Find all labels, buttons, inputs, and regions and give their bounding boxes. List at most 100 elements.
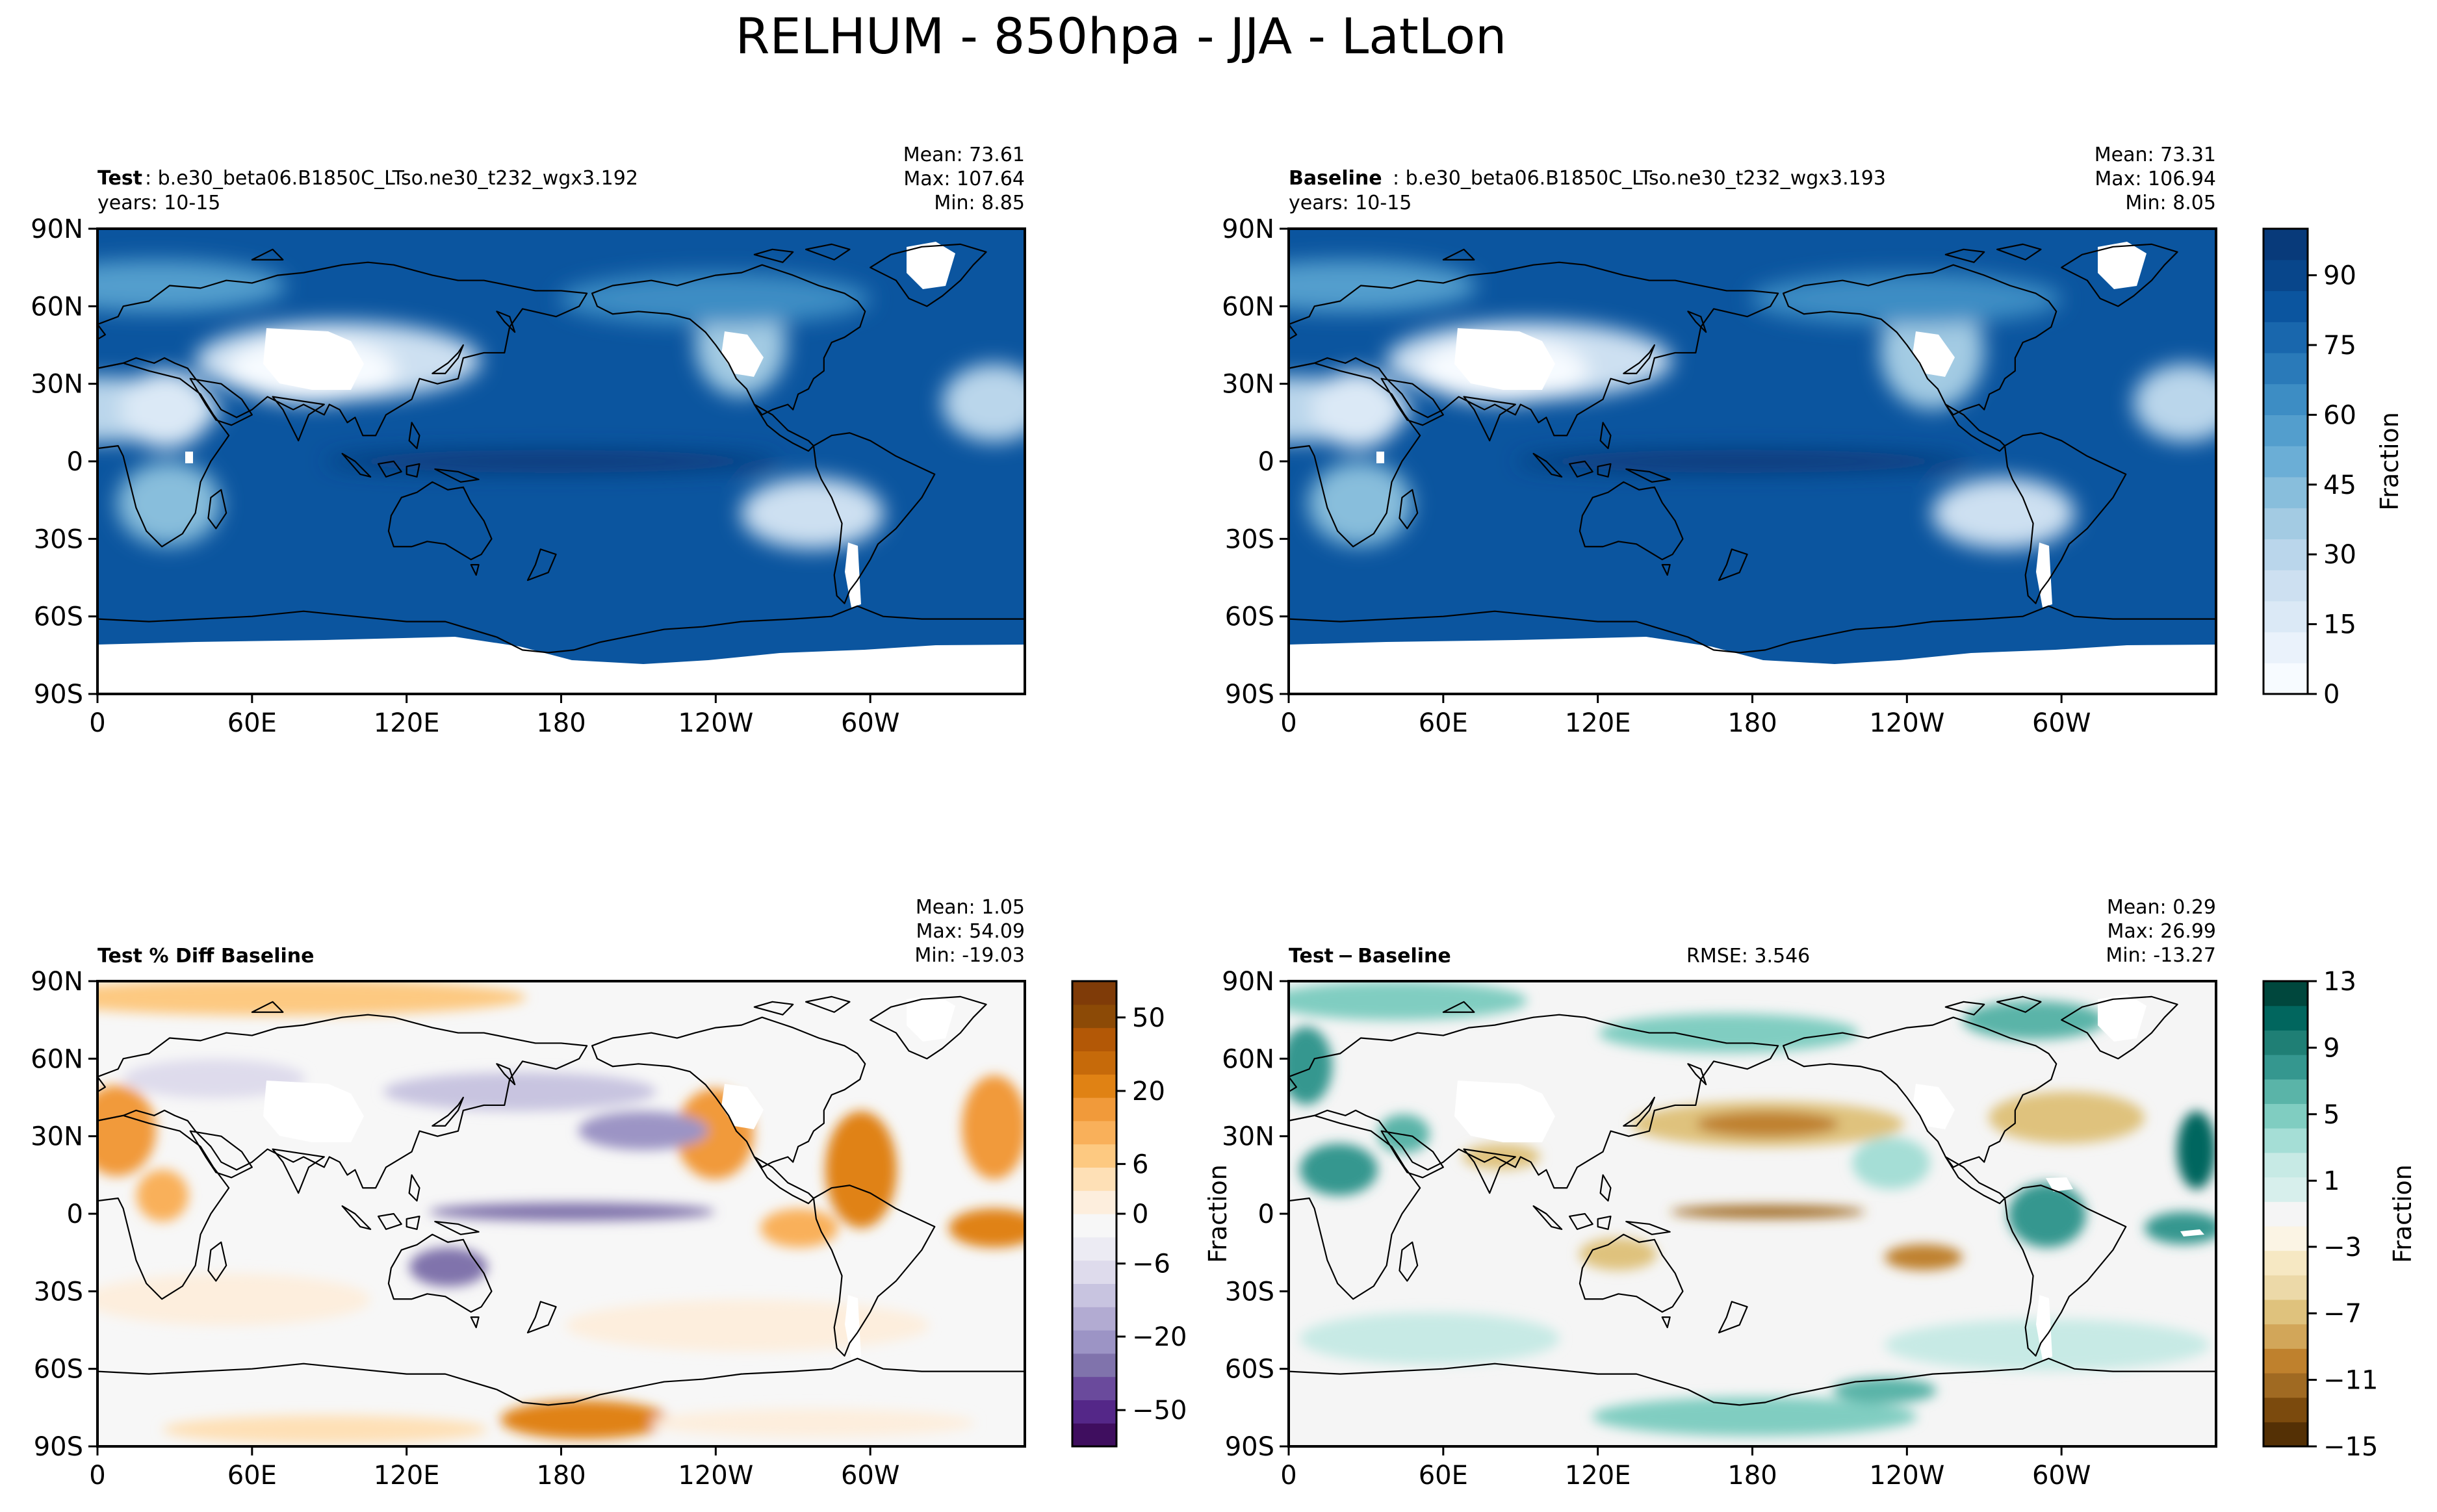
colorbar-segment [1072,981,1116,1005]
colorbar-tick-label: −3 [2323,1233,2362,1262]
diff-y-axis-label: Fraction [1204,1164,1232,1263]
colorbar-segment [1072,1214,1116,1238]
axis-ticks-baseline: 0 60E 120E 180 120W 60W 90N 60N 30N 0 30S 60S 90S [1222,214,2091,738]
colorbar-segment [2263,1079,2308,1105]
colorbar-segment [2263,1348,2308,1374]
panel-test-years: years: 10-15 [97,192,220,214]
colorbar-segment [2263,1225,2308,1251]
colorbar-tick-label: −7 [2323,1299,2362,1329]
x-tick-label: 120E [1565,708,1631,738]
y-tick-label: 0 [1258,447,1274,477]
colorbar-label: Fraction [2375,412,2404,511]
x-tick-label: 120W [678,708,753,738]
colorbar-tick-label: 20 [1132,1077,1165,1107]
panel-baseline-mean: Mean: 73.31 [2095,144,2216,166]
colorbar-segment [2263,632,2308,663]
colorbar-tick-label: 0 [1132,1199,1148,1229]
panel-baseline-max: Max: 106.94 [2095,168,2216,190]
colorbar-tick-label: 6 [1132,1149,1148,1179]
panel-baseline-min: Min: 8.05 [2125,192,2216,214]
panel-diff-label: Test − Baseline [1289,945,1451,967]
y-tick-label: 0 [67,1199,83,1229]
panel-pct-diff-label: Test % Diff Baseline [97,945,315,967]
colorbar-pct-diff: −50 −20 −6 0 6 20 50 [1071,980,1187,1448]
colorbar-segment [2263,1201,2308,1227]
colorbar-segment [2263,1177,2308,1202]
y-tick-label: 60N [31,292,83,322]
colorbar-segment [1072,1051,1116,1075]
colorbar-segment [2263,1397,2308,1422]
panel-pct-diff-max: Max: 54.09 [916,920,1025,943]
colorbar-segment [1072,1376,1116,1400]
panel-pct-diff-min: Min: -19.03 [914,944,1025,967]
colorbar-segment [2263,322,2308,353]
y-tick-label: 60N [31,1044,83,1074]
x-tick-label: 180 [536,708,586,738]
colorbar-segment [1072,1307,1116,1331]
panel-test-label-bold: Test [97,167,142,190]
colorbar-tick-label: 13 [2323,967,2356,997]
y-tick-label: 0 [67,447,83,477]
y-tick-label: 90S [34,1432,83,1462]
colorbar-segment [2263,1250,2308,1275]
panel-baseline-label-bold: Baseline [1289,167,1382,190]
colorbar-segment [2263,1152,2308,1178]
x-tick-label: 60W [841,1461,899,1491]
colorbar-segment [2263,663,2308,695]
x-tick-label: 120E [374,1461,440,1491]
colorbar-segment [1072,1144,1116,1168]
colorbar-tick-label: −50 [1132,1396,1187,1426]
colorbar-segment [1072,1190,1116,1214]
colorbar-tick-label: 75 [2323,331,2356,361]
y-tick-label: 30N [1222,370,1274,400]
colorbar-frame [2262,980,2309,1448]
map-baseline [1289,229,2216,694]
panel-pct-diff-mean: Mean: 1.05 [916,896,1025,919]
colorbar-segment [1072,1283,1116,1307]
axis-ticks-diff: 0 60E 120E 180 120W 60W 90N 60N 30N 0 30S 60S 90S [1222,967,2091,1491]
y-tick-label: 30S [34,524,83,554]
y-tick-label: 30S [1225,1277,1274,1307]
map-test [97,229,1025,694]
colorbar-tick-label: 0 [2323,680,2340,710]
colorbar-tick-label: 30 [2323,540,2356,570]
y-tick-label: 60N [1222,1044,1274,1074]
x-tick-label: 120W [1869,1461,1944,1491]
colorbar-segment [1072,1237,1116,1261]
x-tick-label: 120E [374,708,440,738]
axis-ticks-test: 0 60E 120E 180 120W 60W 90N 60N 30N 0 30S 60S 90S [31,214,899,738]
colorbar-segment [2263,570,2308,602]
colorbar-frame [2262,227,2309,695]
colorbar-segment [2263,476,2308,509]
y-tick-label: 30N [1222,1122,1274,1152]
colorbar-tick-label: −6 [1132,1249,1170,1279]
figure-title-group: RELHUM - 850hpa - JJA - LatLon [736,7,1507,65]
panel-diff-rmse: RMSE: 3.546 [1686,945,1810,967]
colorbar-tick-label: 9 [2323,1033,2340,1063]
x-tick-label: 60E [227,1461,277,1491]
colorbar-segment [2263,352,2308,385]
x-tick-label: 60E [227,708,277,738]
x-tick-label: 60W [2032,1461,2091,1491]
colorbar-segment [2263,290,2308,322]
panel-test-max: Max: 107.64 [903,168,1025,190]
colorbar-segment [2263,1324,2308,1349]
panel-diff-max: Max: 26.99 [2107,920,2216,943]
axis-ticks-pct-diff: 0 60E 120E 180 120W 60W 90N 60N 30N 0 30S 60S 90S [31,967,899,1491]
x-tick-label: 60W [2032,708,2091,738]
colorbar-segment [2263,600,2308,633]
colorbar-label: Fraction [2388,1164,2417,1263]
x-tick-label: 60W [841,708,899,738]
y-tick-label: 30S [1225,524,1274,554]
colorbar-segment [2263,415,2308,446]
colorbar-tick-label: 1 [2323,1166,2340,1196]
x-tick-label: 60E [1419,708,1468,738]
colorbar-segment [2263,1275,2308,1300]
colorbar-segment [1072,1120,1116,1145]
panel-baseline-label-text: : b.e30_beta06.B1850C_LTso.ne30_t232_wgx… [1393,167,1886,190]
colorbar-segment [2263,1422,2308,1447]
colorbar-segment [2263,1005,2308,1031]
y-tick-label: 60S [1225,602,1274,632]
colorbar-segment [1072,1423,1116,1447]
